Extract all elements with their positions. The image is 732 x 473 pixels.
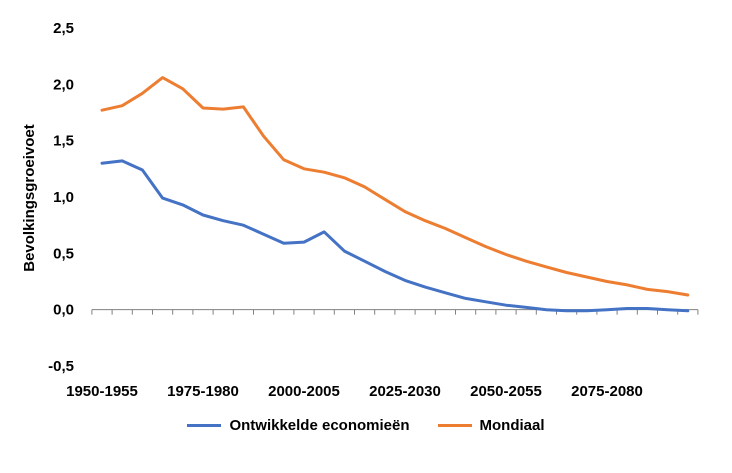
legend-swatch-world	[437, 424, 472, 427]
series-line-1	[100, 76, 690, 297]
legend-label-developed: Ontwikkelde economieën	[229, 417, 410, 434]
legend-item-world: Mondiaal	[437, 417, 545, 434]
line-chart: -0,5 0,0 0,5 1,0 1,5 2,0 2,5 1950-1955 1975-198…	[21, 20, 699, 400]
legend-swatch-developed	[187, 424, 222, 427]
y-axis-title: Bevolkingsgroeivoet	[21, 124, 38, 272]
y-tick-label: -0,5	[48, 358, 74, 375]
y-axis-ticks: -0,5 0,0 0,5 1,0 1,5 2,0 2,5	[48, 20, 74, 375]
x-tick-label: 1950-1955	[66, 383, 138, 400]
y-tick-label: 0,5	[53, 245, 74, 262]
y-tick-label: 1,0	[53, 189, 74, 206]
y-tick-label: 2,5	[53, 20, 74, 37]
y-tick-label: 2,0	[53, 76, 74, 93]
x-tick-label: 1975-1980	[167, 383, 239, 400]
x-tick-label: 2025-2030	[369, 383, 441, 400]
series-lines	[100, 76, 690, 313]
x-axis-ticks: 1950-1955 1975-1980 2000-2005 2025-2030 2050…	[66, 383, 643, 400]
y-tick-label: 0,0	[53, 302, 74, 319]
legend-item-developed: Ontwikkelde economieën	[187, 417, 410, 434]
legend: Ontwikkelde economieën Mondiaal	[0, 417, 732, 434]
x-tick-label: 2075-2080	[571, 383, 643, 400]
series-line-0	[100, 159, 690, 313]
y-tick-label: 1,5	[53, 133, 74, 150]
x-tick-label: 2050-2055	[470, 383, 542, 400]
legend-label-world: Mondiaal	[479, 417, 545, 434]
x-tick-label: 2000-2005	[268, 383, 340, 400]
